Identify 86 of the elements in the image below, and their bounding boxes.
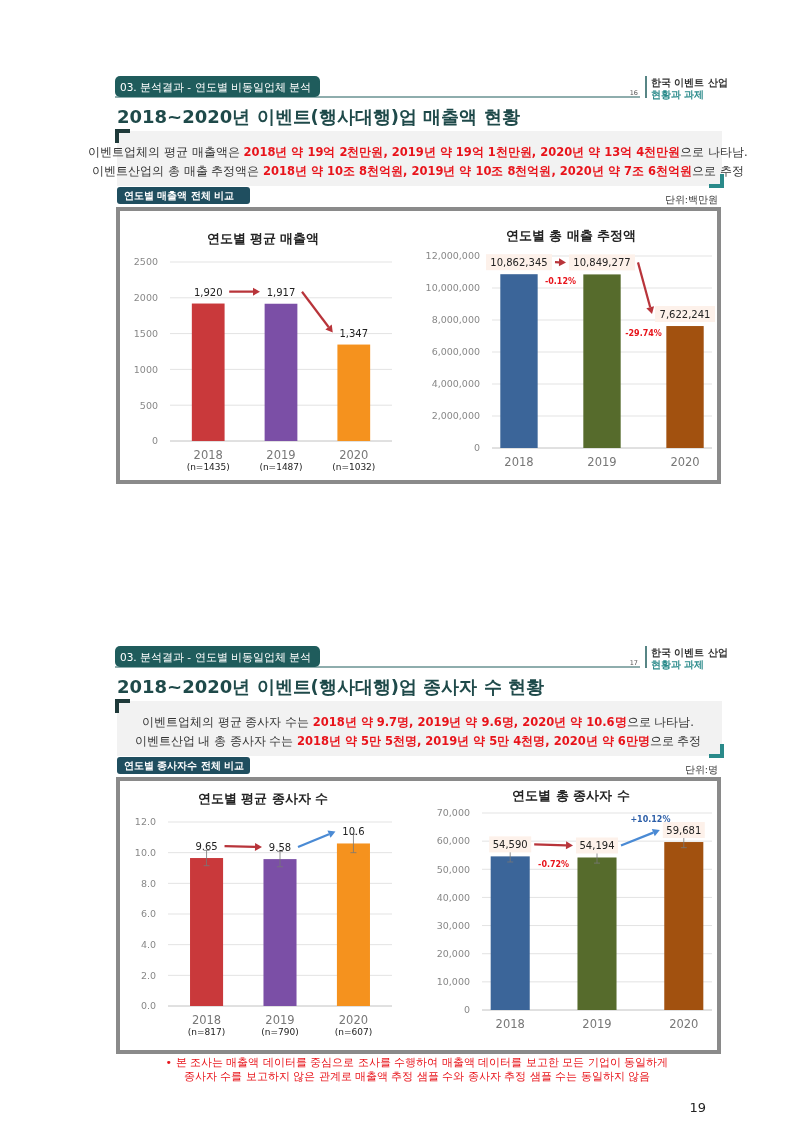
y-tick-label: 0: [473, 442, 480, 454]
x-tick-label: 2019 (n=790): [261, 1013, 299, 1037]
y-tick-label: 8,000,000: [431, 314, 480, 326]
text: 이벤트업체의 평균 종사자 수는: [142, 715, 313, 729]
x-tick-label: 2018: [504, 455, 534, 469]
text: 연도별 매출액 전체 비교: [124, 190, 235, 201]
x-tick-label: 2020 (n=607): [334, 1013, 373, 1037]
text: 2018년 약 19억 2천만원, 2019년 약 19억 1천만원, 2020년 약 13억 4천만원: [243, 145, 681, 159]
x-tick-label: 2020: [670, 455, 700, 469]
text: 으로 나타남.: [626, 715, 694, 729]
y-tick-label: 2.0: [140, 969, 156, 981]
text: 단위:백만원: [664, 194, 718, 205]
data-label: 10,849,277: [573, 257, 631, 269]
data-label: 7,622,241: [659, 309, 711, 321]
text: 19: [689, 1100, 706, 1115]
y-tick-label: 0: [463, 1004, 470, 1016]
y-tick-label: 1000: [133, 363, 158, 375]
y-tick-label: 1500: [133, 327, 158, 339]
annotation: -0.12%: [544, 277, 577, 287]
chart-title: 연도별 평균 종사자 수: [197, 791, 329, 806]
data-label: 59,681: [666, 825, 702, 837]
y-tick-label: 500: [139, 399, 158, 411]
text: 03. 분석결과 - 연도별 비동일업체 분석: [120, 651, 312, 663]
y-tick-label: 30,000: [436, 919, 470, 931]
y-tick-label: 8.0: [140, 877, 156, 889]
x-tick-label: 2019: [582, 1017, 612, 1031]
text: 한국 이벤트 산업: [651, 647, 728, 658]
annotation: -0.72%: [538, 860, 570, 870]
y-tick-label: 60,000: [436, 835, 470, 847]
data-label: 54,590: [492, 839, 528, 851]
y-tick-label: 2,000,000: [431, 410, 480, 422]
text: 현황과 과제: [651, 659, 705, 670]
data-label: 10,862,345: [490, 257, 548, 269]
y-tick-label: 12,000,000: [425, 250, 480, 262]
y-tick-label: 6,000,000: [431, 346, 480, 358]
text: 으로 추정: [691, 164, 744, 178]
text: 으로 나타남.: [680, 145, 748, 159]
y-tick-label: 12.0: [134, 816, 156, 828]
y-tick-label: 2000: [133, 292, 158, 304]
y-tick-label: 0.0: [140, 1000, 156, 1012]
y-tick-label: 6.0: [140, 908, 156, 920]
data-label: 1,347: [339, 327, 369, 339]
x-tick-label: 2019: [587, 455, 617, 469]
chart-title: 연도별 총 종사자 수: [512, 788, 630, 803]
y-tick-label: 70,000: [436, 807, 470, 819]
text: 2018년 약 9.7명, 2019년 약 9.6명, 2020년 약 10.6명: [312, 715, 627, 729]
y-tick-label: 2500: [133, 256, 158, 268]
data-label: 9.65: [195, 841, 218, 853]
y-tick-label: 10,000,000: [425, 282, 480, 294]
text: 2018~2020년 이벤트(행사대행)업 매출액 현황: [117, 106, 520, 127]
y-tick-label: 4.0: [140, 938, 156, 950]
y-tick-label: 20,000: [436, 948, 470, 960]
data-label: 1,920: [193, 286, 223, 298]
x-tick-label: 2020 (n=1032): [332, 448, 376, 472]
x-tick-label: 2018: [495, 1017, 525, 1031]
y-tick-label: 10.0: [134, 846, 156, 858]
text: 이벤트산업 내 총 종사자 수는: [134, 734, 297, 748]
x-tick-label: 2018 (n=817): [187, 1013, 226, 1037]
data-label: 10.6: [342, 826, 365, 838]
text: 2018년 약 5만 5천명, 2019년 약 5만 4천명, 2020년 약 6만명: [296, 734, 650, 748]
text: 현황과 과제: [651, 89, 705, 100]
y-tick-label: 50,000: [436, 863, 470, 875]
text: 이벤트업체의 평균 매출액은: [88, 145, 244, 159]
text: 한국 이벤트 산업: [651, 77, 728, 88]
annotation: -29.74%: [625, 329, 662, 339]
text: 03. 분석결과 - 연도별 비동일업체 분석: [120, 81, 312, 93]
data-label: 9.58: [268, 842, 292, 854]
chart-title: 연도별 평균 매출액: [206, 231, 320, 246]
y-tick-label: 40,000: [436, 891, 470, 903]
text: 으로 추정: [649, 734, 702, 748]
text: 연도별 종사자수 전체 비교: [124, 760, 245, 771]
chart-title: 연도별 총 매출 추정액: [505, 228, 637, 243]
data-label: 54,194: [579, 840, 615, 852]
x-tick-label: 2019 (n=1487): [259, 448, 303, 472]
text: 2018~2020년 이벤트(행사대행)업 종사자 수 현황: [117, 676, 544, 697]
text: • 본 조사는 매출액 데이터를 중심으로 조사를 수행하여 매출액 데이터를 보고한 모든 기업이 동일하게 종사자 수를 보고하지 않은 관계로 매출액 추정 샘플 수와 종사자 추정 샘플 수는 동일하지 않음: [165, 1056, 669, 1083]
text: 이벤트산업의 총 매출 추정액은: [92, 164, 264, 178]
data-label: 1,917: [266, 286, 296, 298]
x-tick-label: 2018 (n=1435): [186, 448, 230, 472]
text: 단위:명: [684, 764, 718, 775]
y-tick-label: 4,000,000: [431, 378, 480, 390]
annotation: +10.12%: [630, 815, 671, 825]
text: 2018년 약 10조 8천억원, 2019년 약 10조 8천억원, 2020년 약 7조 6천억원: [263, 164, 692, 178]
y-tick-label: 0: [151, 435, 158, 447]
y-tick-label: 10,000: [436, 976, 470, 988]
x-tick-label: 2020: [669, 1017, 699, 1031]
